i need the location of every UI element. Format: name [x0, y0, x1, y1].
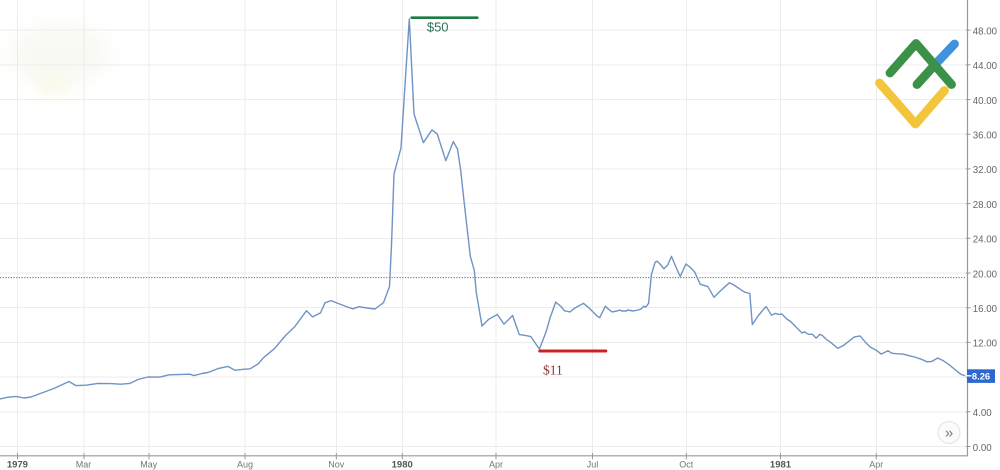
svg-text:8.26: 8.26: [972, 370, 990, 381]
svg-text:Apr: Apr: [869, 460, 883, 470]
svg-text:Mar: Mar: [76, 460, 92, 470]
svg-text:0.00: 0.00: [973, 443, 992, 454]
svg-text:Nov: Nov: [328, 460, 345, 470]
svg-text:32.00: 32.00: [973, 165, 998, 176]
svg-text:$11: $11: [543, 362, 563, 377]
svg-text:36.00: 36.00: [973, 131, 998, 142]
svg-text:$50: $50: [427, 20, 449, 35]
svg-text:24.00: 24.00: [973, 235, 998, 246]
svg-text:»: »: [945, 425, 953, 442]
svg-text:44.00: 44.00: [973, 61, 998, 72]
svg-text:1979: 1979: [7, 460, 28, 470]
svg-text:40.00: 40.00: [973, 96, 998, 107]
svg-text:May: May: [140, 460, 158, 470]
svg-text:4.00: 4.00: [973, 408, 992, 419]
svg-text:28.00: 28.00: [973, 200, 998, 211]
svg-text:Jul: Jul: [587, 460, 599, 470]
svg-text:Apr: Apr: [489, 460, 503, 470]
svg-text:48.00: 48.00: [973, 26, 998, 37]
svg-text:Aug: Aug: [237, 460, 253, 470]
svg-text:1980: 1980: [392, 460, 413, 470]
svg-text:16.00: 16.00: [973, 304, 998, 315]
svg-text:Oct: Oct: [679, 460, 694, 470]
svg-text:12.00: 12.00: [973, 339, 998, 350]
svg-text:20.00: 20.00: [973, 269, 998, 280]
svg-text:1981: 1981: [770, 460, 792, 470]
